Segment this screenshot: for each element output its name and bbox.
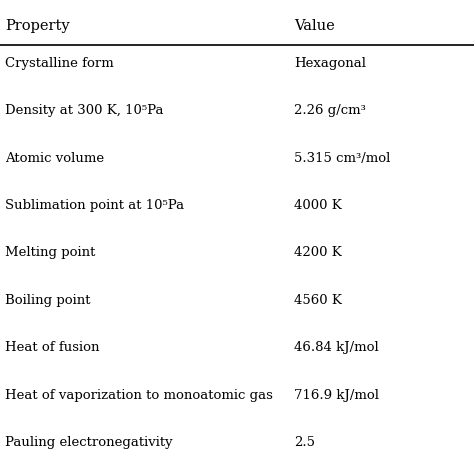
Text: Density at 300 K, 10⁵Pa: Density at 300 K, 10⁵Pa <box>5 104 163 117</box>
Text: 4560 K: 4560 K <box>294 294 342 307</box>
Text: Hexagonal: Hexagonal <box>294 57 366 70</box>
Text: Melting point: Melting point <box>5 246 95 259</box>
Text: 2.26 g/cm³: 2.26 g/cm³ <box>294 104 366 117</box>
Text: 46.84 kJ/mol: 46.84 kJ/mol <box>294 341 379 354</box>
Text: 2.5: 2.5 <box>294 436 315 449</box>
Text: Sublimation point at 10⁵Pa: Sublimation point at 10⁵Pa <box>5 199 184 212</box>
Text: 5.315 cm³/mol: 5.315 cm³/mol <box>294 152 390 164</box>
Text: 4000 K: 4000 K <box>294 199 342 212</box>
Text: Heat of fusion: Heat of fusion <box>5 341 99 354</box>
Text: Atomic volume: Atomic volume <box>5 152 104 164</box>
Text: 4200 K: 4200 K <box>294 246 342 259</box>
Text: Boiling point: Boiling point <box>5 294 90 307</box>
Text: 716.9 kJ/mol: 716.9 kJ/mol <box>294 389 379 401</box>
Text: Pauling electronegativity: Pauling electronegativity <box>5 436 173 449</box>
Text: Heat of vaporization to monoatomic gas: Heat of vaporization to monoatomic gas <box>5 389 273 401</box>
Text: Property: Property <box>5 19 69 33</box>
Text: Value: Value <box>294 19 335 33</box>
Text: Crystalline form: Crystalline form <box>5 57 113 70</box>
